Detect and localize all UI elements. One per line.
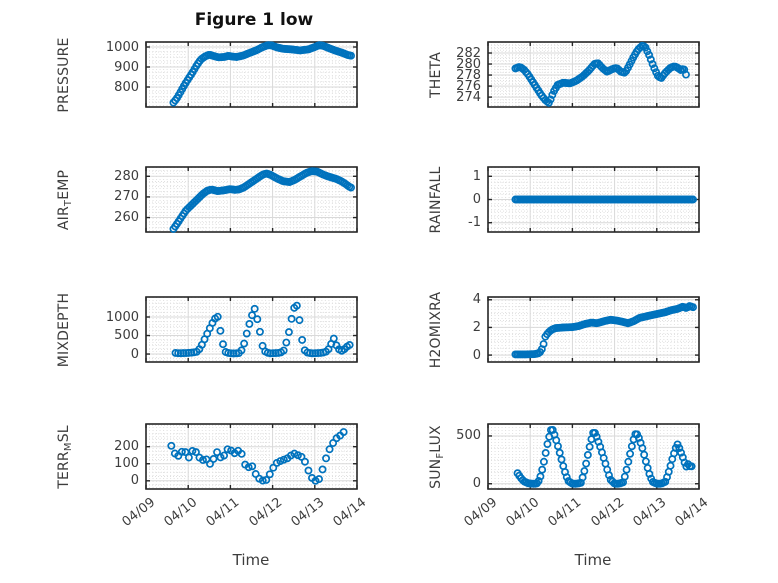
subplot-rainfall xyxy=(487,166,700,233)
subplot-terr-msl xyxy=(145,423,358,490)
ytick-label-pressure: 800 xyxy=(114,79,139,95)
ytick-label-h2omixra: 4 xyxy=(472,292,481,308)
ytick-label-pressure: 1000 xyxy=(105,39,139,55)
ytick-label-h2omixra: 0 xyxy=(472,347,481,363)
tick-marks xyxy=(487,167,700,232)
ytick-label-theta: 280 xyxy=(456,56,481,72)
axes-frame xyxy=(487,296,700,363)
ylabel-h2omixra: H2OMIXRA xyxy=(428,291,444,368)
tick-marks xyxy=(487,297,700,362)
subplot-h2omixra xyxy=(487,296,700,363)
ytick-label-mixdepth: 0 xyxy=(130,346,139,362)
xaxis-label-right: Time xyxy=(574,551,612,569)
xtick-label-04-11: 04/11 xyxy=(203,495,243,530)
ylabel-terr-msl: TERRMSL xyxy=(56,424,74,489)
ylabel-mixdepth: MIXDEPTH xyxy=(56,292,72,367)
ytick-label-air-temp: 260 xyxy=(114,210,139,226)
xaxis-label-left: Time xyxy=(232,551,270,569)
minor-grid xyxy=(488,167,699,232)
data-markers xyxy=(511,302,697,359)
subplot-sun-flux xyxy=(487,423,700,490)
ytick-label-theta: 278 xyxy=(456,67,481,83)
ytick-label-pressure: 900 xyxy=(114,59,139,75)
ylabel-theta: THETA xyxy=(428,51,444,98)
tick-marks xyxy=(145,297,358,362)
data-markers xyxy=(511,195,697,204)
ytick-label-rainfall: 0 xyxy=(472,192,481,207)
data-markers xyxy=(511,41,690,107)
figure-title: Figure 1 low xyxy=(194,10,314,30)
xtick-label-04-11: 04/11 xyxy=(545,495,585,530)
ytick-label-terr-msl: 100 xyxy=(114,456,139,472)
tick-marks xyxy=(487,424,700,489)
ytick-label-mixdepth: 1000 xyxy=(105,309,139,325)
ylabel-subscript: T xyxy=(63,199,74,206)
ytick-label-terr-msl: 0 xyxy=(130,473,139,489)
xtick-label-04-14: 04/14 xyxy=(330,495,370,530)
ylabel-subscript: F xyxy=(435,452,446,459)
xtick-label-04-09: 04/09 xyxy=(461,495,501,530)
axes-frame xyxy=(145,423,358,490)
data-markers xyxy=(169,167,355,233)
ytick-label-theta: 282 xyxy=(456,45,481,61)
ytick-label-mixdepth: 500 xyxy=(114,328,139,344)
xtick-label-04-09: 04/09 xyxy=(119,495,159,530)
subplot-mixdepth xyxy=(145,296,358,363)
major-grid xyxy=(146,297,357,362)
ytick-label-sun-flux: 0 xyxy=(472,476,481,492)
xtick-label-04-12: 04/12 xyxy=(588,495,627,530)
subplot-pressure xyxy=(145,41,358,108)
subplot-theta xyxy=(487,41,700,108)
xtick-label-04-10: 04/10 xyxy=(503,495,543,530)
ylabel-subscript: M xyxy=(63,441,74,451)
minor-grid xyxy=(146,424,357,489)
data-markers xyxy=(167,428,348,485)
ytick-label-air-temp: 270 xyxy=(114,189,139,205)
ylabel-pressure: PRESSURE xyxy=(56,36,72,113)
data-markers xyxy=(171,301,354,358)
xtick-label-04-14: 04/14 xyxy=(672,495,712,530)
ytick-label-rainfall: -1 xyxy=(468,215,481,231)
tick-marks xyxy=(145,424,358,489)
ytick-label-h2omixra: 2 xyxy=(472,319,481,335)
tick-marks xyxy=(487,42,700,107)
ytick-label-air-temp: 280 xyxy=(114,168,139,184)
ylabel-rainfall: RAINFALL xyxy=(428,166,444,233)
ytick-label-theta: 276 xyxy=(456,78,481,94)
ytick-label-terr-msl: 200 xyxy=(114,439,139,455)
ylabel-air-temp: AIRTEMP xyxy=(56,169,74,230)
xtick-label-04-12: 04/12 xyxy=(246,495,285,530)
xtick-label-04-13: 04/13 xyxy=(288,495,328,530)
ylabel-sun-flux: SUNFLUX xyxy=(428,424,446,489)
minor-grid xyxy=(488,42,699,107)
ytick-label-sun-flux: 500 xyxy=(456,428,481,444)
subplot-air-temp xyxy=(145,166,358,233)
xtick-label-04-13: 04/13 xyxy=(630,495,670,530)
axes-frame xyxy=(145,296,358,363)
minor-grid xyxy=(146,167,357,232)
axes-frame xyxy=(145,41,358,108)
xtick-label-04-10: 04/10 xyxy=(161,495,201,530)
axes-frame xyxy=(145,166,358,233)
data-markers xyxy=(169,41,355,107)
data-markers xyxy=(513,426,696,488)
axes-frame xyxy=(487,423,700,490)
ytick-label-theta: 274 xyxy=(456,89,481,105)
ytick-label-rainfall: 1 xyxy=(472,168,481,184)
